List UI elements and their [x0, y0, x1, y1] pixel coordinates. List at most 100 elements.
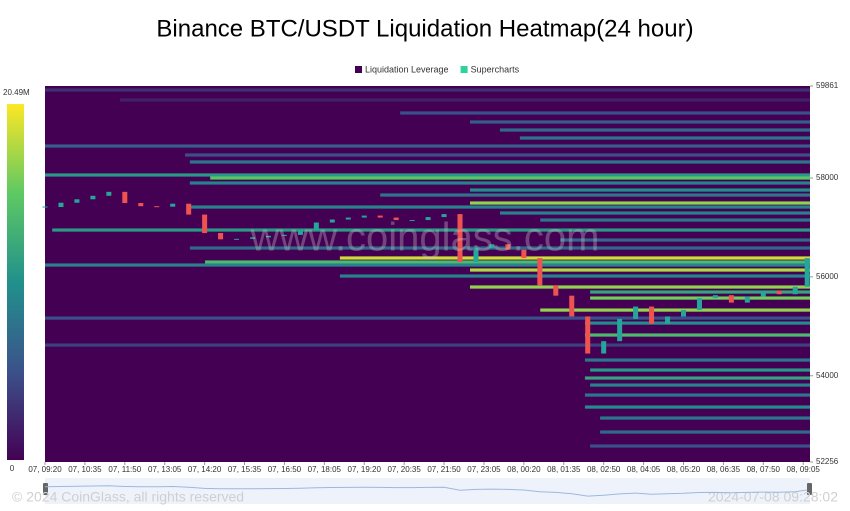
copyright: © 2024 CoinGlass, all rights reserved: [12, 489, 244, 505]
candle: [505, 244, 511, 250]
x-tick-label: 08, 04:05: [627, 465, 661, 474]
liquidation-band: [120, 98, 810, 102]
liquidation-band: [470, 188, 810, 192]
x-tick-label: 07, 10:35: [68, 465, 102, 474]
navigator-handle[interactable]: [807, 483, 812, 495]
liquidation-band: [45, 343, 810, 347]
navigator-handle[interactable]: [43, 483, 48, 495]
candle: [122, 191, 128, 204]
candle: [553, 285, 559, 296]
x-tick-label: 08, 07:50: [747, 465, 781, 474]
candle: [680, 310, 686, 317]
liquidation-band: [499, 211, 810, 215]
x-tick-label: 08, 01:35: [547, 465, 581, 474]
liquidation-band: [339, 256, 810, 260]
chart-title: Binance BTC/USDT Liquidation Heatmap(24 …: [156, 15, 693, 42]
liquidation-band: [540, 218, 810, 222]
liquidation-band: [189, 246, 811, 250]
x-tick-label: 07, 15:35: [228, 465, 262, 474]
candle: [776, 290, 782, 295]
liquidation-band: [470, 285, 810, 289]
candle: [234, 238, 240, 240]
liquidation-band: [210, 176, 810, 180]
candle: [74, 199, 80, 203]
liquidation-band: [470, 268, 810, 272]
candle: [760, 290, 766, 297]
candle: [537, 258, 543, 286]
candle: [649, 306, 655, 324]
liquidation-band: [590, 296, 810, 300]
candle: [361, 215, 367, 218]
x-tick-label: 08, 06:35: [707, 465, 741, 474]
liquidation-band: [380, 193, 810, 197]
candle: [744, 296, 750, 303]
candle: [170, 203, 176, 207]
candle: [186, 203, 192, 215]
liquidation-band: [205, 260, 811, 264]
x-tick-label: 07, 14:20: [188, 465, 222, 474]
candle: [441, 214, 447, 218]
x-tick-label: 07, 11:50: [108, 465, 141, 474]
liquidation-band: [584, 321, 810, 325]
liquidation-band: [590, 290, 810, 294]
liquidation-band: [45, 144, 810, 148]
legend-label: Supercharts: [471, 64, 520, 74]
candle: [377, 215, 383, 218]
liquidation-band: [189, 181, 811, 185]
candle: [138, 203, 144, 207]
liquidation-band: [584, 358, 810, 362]
candle: [633, 306, 639, 319]
colorbar-label: 20.49M: [3, 88, 30, 97]
liquidation-band: [45, 88, 810, 92]
x-tick-label: 07, 20:35: [387, 465, 421, 474]
candle: [425, 217, 431, 221]
candle: [297, 229, 303, 235]
x-tick-label: 08, 05:20: [667, 465, 701, 474]
legend-swatch: [355, 66, 362, 73]
liquidation-band: [584, 376, 810, 380]
navigator: [45, 478, 810, 504]
candle: [585, 316, 591, 354]
liquidation-band: [584, 393, 810, 397]
liquidation-band: [45, 316, 810, 320]
legend-swatch: [460, 66, 468, 73]
x-tick-label: 08, 00:20: [507, 465, 541, 474]
liquidation-band: [600, 430, 810, 434]
liquidation-band: [470, 201, 810, 205]
x-tick-label: 07, 13:05: [148, 465, 182, 474]
liquidation-band: [584, 405, 810, 409]
liquidation-band: [45, 263, 810, 267]
y-tick-label: 52256: [816, 457, 839, 466]
liquidation-band: [499, 128, 810, 132]
candle: [393, 217, 399, 221]
x-tick-label: 08, 09:05: [787, 465, 821, 474]
timestamp: 2024-07-08 09:28:02: [708, 489, 838, 505]
liquidation-band: [590, 383, 810, 387]
watermark: www.coinglass.com: [249, 216, 599, 260]
liquidation-band: [590, 368, 810, 372]
candle: [202, 214, 208, 234]
candle: [409, 220, 415, 222]
colorbar: [7, 104, 24, 460]
x-tick-label: 08, 02:50: [587, 465, 621, 474]
x-tick-label: 07, 21:50: [427, 465, 461, 474]
liquidation-band: [470, 120, 810, 124]
candle: [329, 219, 335, 223]
y-tick-label: 59861: [816, 81, 839, 90]
candle: [345, 217, 351, 220]
candle: [728, 295, 734, 303]
candle: [90, 195, 96, 200]
y-tick-label: 54000: [816, 371, 839, 380]
x-tick-label: 07, 19:20: [348, 465, 382, 474]
liquidation-band: [584, 333, 810, 337]
candle: [569, 295, 575, 317]
liquidation-band: [590, 444, 810, 448]
candle: [106, 191, 112, 196]
x-tick-label: 07, 18:05: [308, 465, 342, 474]
x-tick-label: 07, 23:05: [467, 465, 501, 474]
candle: [601, 341, 607, 354]
candle: [265, 235, 271, 238]
candle: [712, 295, 718, 299]
candle: [281, 234, 287, 236]
